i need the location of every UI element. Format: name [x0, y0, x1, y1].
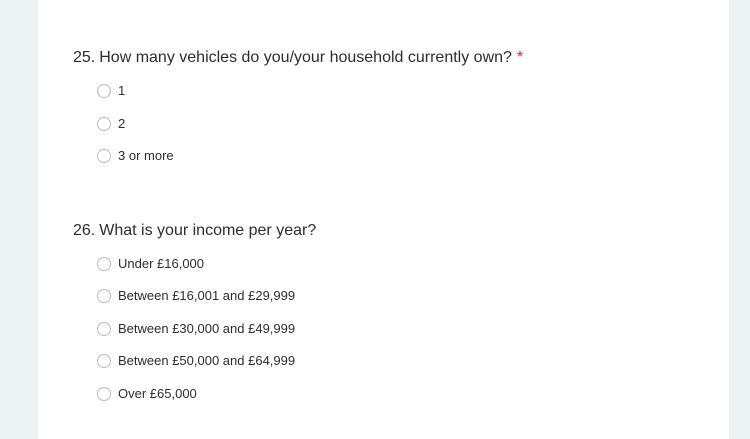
option-vehicles-1[interactable]: 1	[97, 81, 125, 101]
question-text: What is your income per year?	[99, 222, 317, 239]
question-25-title: 25. How many vehicles do you/your househ…	[73, 48, 523, 68]
question-text: How many vehicles do you/your household …	[99, 49, 512, 66]
radio-button[interactable]	[97, 354, 111, 368]
option-vehicles-3-or-more[interactable]: 3 or more	[97, 146, 174, 166]
option-label: Over £65,000	[118, 386, 197, 401]
option-label: Between £50,000 and £64,999	[118, 353, 296, 368]
option-label: 2	[118, 116, 126, 131]
question-number: 25.	[73, 49, 96, 66]
radio-button[interactable]	[97, 117, 111, 131]
radio-button[interactable]	[97, 257, 111, 271]
option-income-16001-29999[interactable]: Between £16,001 and £29,999	[97, 286, 295, 306]
option-label: 1	[118, 83, 126, 98]
option-vehicles-2[interactable]: 2	[97, 114, 125, 134]
option-income-50000-64999[interactable]: Between £50,000 and £64,999	[97, 351, 295, 371]
option-income-30000-49999[interactable]: Between £30,000 and £49,999	[97, 319, 295, 339]
required-asterisk: *	[516, 49, 524, 66]
question-26-title: 26. What is your income per year?	[73, 221, 316, 241]
survey-card: 25. How many vehicles do you/your househ…	[38, 0, 729, 439]
option-label: Under £16,000	[118, 256, 205, 271]
radio-button[interactable]	[97, 84, 111, 98]
radio-button[interactable]	[97, 322, 111, 336]
radio-button[interactable]	[97, 387, 111, 401]
question-number: 26.	[73, 222, 96, 239]
radio-button[interactable]	[97, 149, 111, 163]
option-label: Between £16,001 and £29,999	[118, 288, 296, 303]
option-label: 3 or more	[118, 148, 174, 163]
radio-button[interactable]	[97, 289, 111, 303]
option-income-over-65000[interactable]: Over £65,000	[97, 384, 197, 404]
option-income-under-16000[interactable]: Under £16,000	[97, 254, 204, 274]
option-label: Between £30,000 and £49,999	[118, 321, 296, 336]
